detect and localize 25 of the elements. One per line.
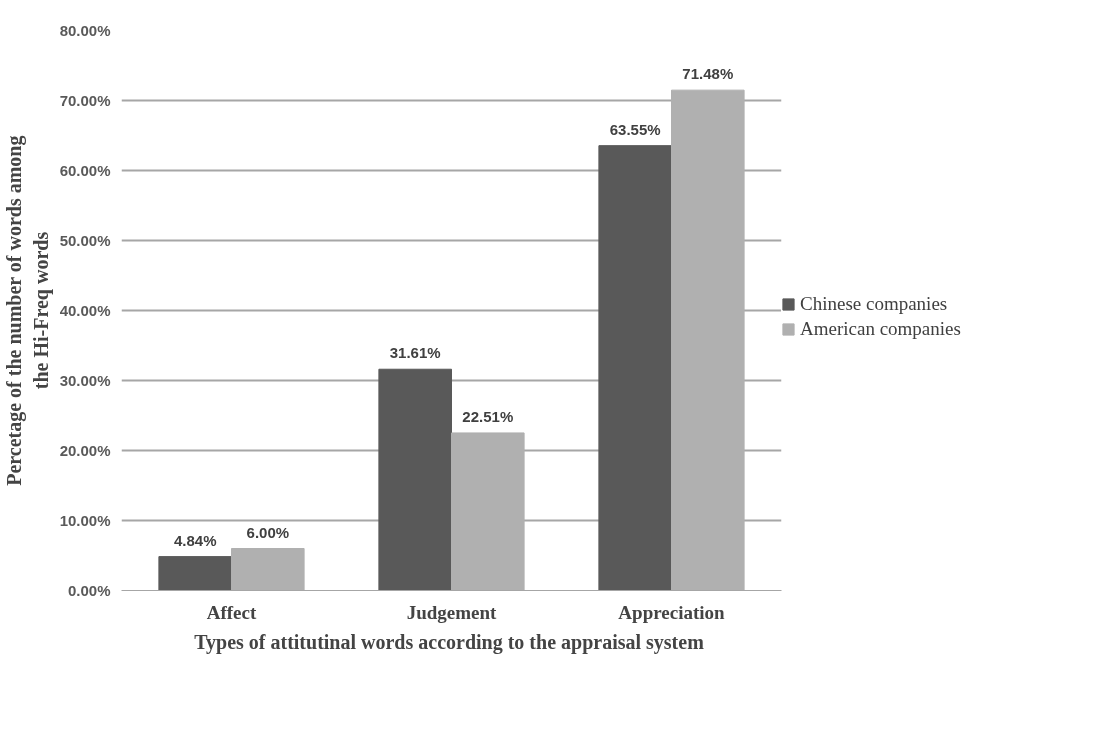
x-tick-label: Appreciation: [618, 601, 726, 623]
y-tick-label: 80.00%: [59, 22, 111, 39]
bar: [378, 368, 452, 591]
data-label: 4.84%: [173, 531, 217, 549]
x-axis-title: Types of attitutinal words according to the appraisal system: [194, 630, 705, 654]
x-tick-label: Affect: [206, 601, 257, 623]
y-tick-label: 70.00%: [59, 92, 111, 109]
bar: [158, 556, 232, 591]
legend-label: American companies: [800, 318, 961, 340]
y-axis-title: Percetage of the number of words among the Hi-Freq words: [3, 135, 53, 486]
y-tick-label: 50.00%: [59, 232, 111, 249]
data-label: 22.51%: [462, 407, 514, 425]
legend-label: Chinese companies: [800, 293, 948, 315]
y-tick-label: 60.00%: [59, 162, 111, 179]
y-tick-label: 0.00%: [67, 582, 111, 599]
data-label: 31.61%: [389, 344, 441, 362]
y-tick-label: 30.00%: [59, 372, 111, 389]
y-tick-label: 40.00%: [59, 302, 111, 319]
data-label: 6.00%: [246, 523, 290, 541]
y-tick-label: 20.00%: [59, 442, 111, 459]
data-label: 63.55%: [609, 120, 661, 138]
bar: [598, 145, 672, 591]
data-label: 71.48%: [682, 65, 734, 83]
x-tick-label: Judgement: [406, 601, 498, 623]
y-tick-label: 10.00%: [59, 512, 111, 529]
